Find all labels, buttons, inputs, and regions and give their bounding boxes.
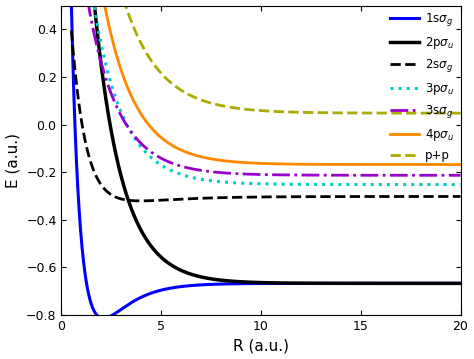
Line: 2p$\sigma_u$: 2p$\sigma_u$ [72,0,461,283]
4p$\sigma_u$ [235,160,240,164]
p+p [458,111,464,115]
1s$\sigma_g$ [450,281,456,285]
Y-axis label: E (a.u.): E (a.u.) [6,133,20,188]
1s$\sigma_g$ [458,281,464,285]
3s$\sigma_g$ [113,103,118,107]
2s$\sigma_g$ [235,195,240,200]
1s$\sigma_g$ [113,311,119,315]
4p$\sigma_u$ [408,162,414,167]
2s$\sigma_g$ [136,199,142,203]
3s$\sigma_g$ [458,173,464,177]
Line: p+p: p+p [72,0,461,113]
2s$\sigma_g$ [458,194,464,199]
4p$\sigma_u$ [113,51,118,55]
2s$\sigma_g$ [408,194,414,199]
2p$\sigma_u$ [136,224,142,228]
3s$\sigma_g$ [235,172,240,176]
1s$\sigma_g$ [218,282,224,286]
4p$\sigma_u$ [218,158,223,163]
3p$\sigma_u$ [113,96,118,101]
3p$\sigma_u$ [218,180,223,184]
3p$\sigma_u$ [235,181,240,185]
3s$\sigma_g$ [450,173,456,177]
1s$\sigma_g$ [235,281,240,286]
3p$\sigma_u$ [458,182,464,187]
p+p [450,111,456,115]
3s$\sigma_g$ [218,171,223,175]
Legend: 1s$\sigma_g$, 2p$\sigma_u$, 2s$\sigma_g$, 3p$\sigma_u$, 3s$\sigma_g$, 4p$\sigma_: 1s$\sigma_g$, 2p$\sigma_u$, 2s$\sigma_g$… [388,9,457,165]
3p$\sigma_u$ [408,182,414,187]
4p$\sigma_u$ [136,108,142,113]
3s$\sigma_g$ [136,139,142,143]
1s$\sigma_g$ [136,296,142,300]
2s$\sigma_g$ [137,199,143,203]
Line: 2s$\sigma_g$: 2s$\sigma_g$ [72,31,461,201]
2s$\sigma_g$ [218,196,224,200]
4p$\sigma_u$ [450,162,456,167]
3p$\sigma_u$ [450,182,456,187]
p+p [218,103,223,108]
p+p [235,106,240,111]
X-axis label: R (a.u.): R (a.u.) [233,339,289,354]
4p$\sigma_u$ [458,162,464,167]
p+p [408,111,414,115]
2p$\sigma_u$ [113,152,118,156]
2s$\sigma_g$ [450,194,456,199]
1s$\sigma_g$ [408,281,414,285]
2s$\sigma_g$ [69,28,74,33]
2p$\sigma_u$ [408,281,414,285]
Line: 4p$\sigma_u$: 4p$\sigma_u$ [72,0,461,164]
3s$\sigma_g$ [408,173,414,177]
3p$\sigma_u$ [136,142,142,146]
2p$\sigma_u$ [458,281,464,285]
Line: 3s$\sigma_g$: 3s$\sigma_g$ [72,0,461,175]
2s$\sigma_g$ [113,195,118,199]
p+p [136,37,142,41]
2p$\sigma_u$ [218,278,223,282]
Line: 3p$\sigma_u$: 3p$\sigma_u$ [72,0,461,185]
Line: 1s$\sigma_g$: 1s$\sigma_g$ [72,6,461,318]
2p$\sigma_u$ [450,281,456,285]
2p$\sigma_u$ [235,279,240,284]
1s$\sigma_g$ [100,316,106,321]
1s$\sigma_g$ [69,4,74,8]
